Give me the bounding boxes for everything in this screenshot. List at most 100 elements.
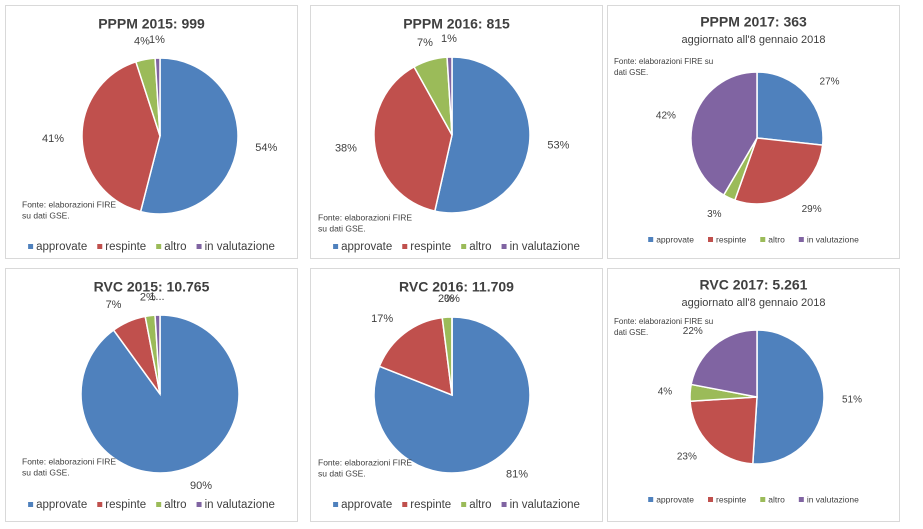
source-note: Fonte: elaborazioni FIRE	[318, 212, 412, 222]
legend-label: respinte	[410, 499, 451, 511]
data-label: 29%	[802, 204, 822, 215]
legend: approvate respinte altro in valutazione	[333, 499, 580, 511]
legend-label: in valutazione	[510, 241, 580, 253]
legend-marker	[760, 497, 766, 502]
chart-title: RVC 2016: 11.709	[399, 279, 514, 295]
legend-label: approvate	[656, 234, 694, 244]
legend: approvate respinte altro in valutazione	[648, 494, 859, 504]
chart-panel: RVC 2017: 5.261 aggiornato all'8 gennaio …	[607, 268, 900, 522]
source-note: su dati GSE.	[318, 468, 366, 478]
legend: approvate respinte altro in valutazione	[28, 499, 275, 511]
legend-label: approvate	[36, 241, 87, 253]
source-note: Fonte: elaborazioni FIRE su	[614, 57, 713, 66]
pie-slice	[373, 65, 453, 212]
data-label: 4%	[658, 386, 673, 397]
pie-slice	[378, 316, 453, 397]
legend-label: approvate	[656, 494, 694, 504]
pie-slice	[81, 60, 161, 213]
data-label: 38%	[335, 143, 357, 155]
legend-marker	[461, 244, 467, 249]
legend-label: altro	[768, 494, 785, 504]
legend-marker	[156, 244, 162, 249]
legend-label: altro	[164, 241, 186, 253]
data-label: 81%	[506, 468, 528, 480]
pie-slice	[154, 314, 161, 395]
chart-panel: PPPM 2017: 363 aggiornato all'8 gennaio 2…	[607, 5, 900, 259]
legend-label: altro	[469, 241, 491, 253]
legend-marker	[461, 502, 467, 507]
source-note: Fonte: elaborazioni FIRE	[22, 456, 116, 466]
source-note: Fonte: elaborazioni FIRE	[318, 457, 412, 467]
chart-title: RVC 2017: 5.261	[700, 277, 808, 293]
legend-label: approvate	[36, 499, 87, 511]
legend-marker	[28, 244, 34, 249]
legend: approvate respinte altro in valutazione	[333, 241, 580, 253]
chart-panel: RVC 2015: 10.765 90% 7% 2%1... Fonte: elabor…	[5, 268, 298, 522]
chart-title: PPPM 2015: 999	[98, 16, 205, 32]
data-label: 53%	[547, 140, 569, 152]
chart-panel: PPPM 2016: 815 53% 38% 7% 1% Fonte: elaborazi…	[310, 5, 603, 259]
legend-marker	[501, 502, 507, 507]
legend-label: in valutazione	[807, 494, 859, 504]
source-note: Fonte: elaborazioni FIRE	[22, 199, 116, 209]
pie-slice	[756, 71, 824, 146]
legend-marker	[97, 502, 103, 507]
pie-slice	[690, 71, 758, 197]
data-label: 7%	[417, 37, 433, 49]
legend-label: approvate	[341, 499, 392, 511]
data-label: 42%	[656, 111, 676, 122]
legend-label: altro	[469, 499, 491, 511]
legend-marker	[798, 497, 804, 502]
data-label: 1%	[441, 33, 457, 45]
data-label: 1%	[149, 34, 165, 46]
pie-slice	[154, 57, 161, 137]
source-note: su dati GSE.	[22, 467, 70, 477]
legend-marker	[648, 237, 654, 242]
data-label: 54%	[255, 142, 277, 154]
legend-marker	[28, 502, 34, 507]
source-note: su dati GSE.	[318, 223, 366, 233]
legend-marker	[402, 244, 408, 249]
data-label: 2%	[140, 292, 156, 304]
legend: approvate respinte altro in valutazione	[648, 234, 859, 244]
legend-label: in valutazione	[205, 241, 275, 253]
legend-label: respinte	[716, 234, 747, 244]
legend-label: altro	[164, 499, 186, 511]
pie-slice	[446, 56, 453, 136]
legend-label: in valutazione	[510, 499, 580, 511]
legend-label: in valutazione	[205, 499, 275, 511]
source-note: dati GSE.	[614, 68, 648, 77]
legend-label: respinte	[105, 499, 146, 511]
legend-label: in valutazione	[807, 234, 859, 244]
source-note: Fonte: elaborazioni FIRE su	[614, 317, 713, 326]
legend-marker	[708, 237, 714, 242]
chart-subtitle: aggiornato all'8 gennaio 2018	[682, 34, 826, 46]
data-label: 27%	[820, 77, 840, 88]
data-label: 22%	[683, 326, 703, 337]
chart-panel: RVC 2016: 11.709 81% 17% 2%0% Fonte: elabora…	[310, 268, 603, 522]
data-label: 41%	[42, 133, 64, 145]
pie-slice	[690, 329, 758, 398]
legend-marker	[196, 244, 202, 249]
chart-title: PPPM 2017: 363	[700, 14, 807, 30]
data-label: 90%	[190, 480, 212, 492]
legend-marker	[333, 244, 339, 249]
pie-slice	[139, 57, 239, 215]
legend-label: respinte	[105, 241, 146, 253]
data-label: 7%	[106, 299, 122, 311]
legend-marker	[156, 502, 162, 507]
legend-marker	[798, 237, 804, 242]
data-label: 0%	[444, 293, 460, 305]
chart-subtitle: aggiornato all'8 gennaio 2018	[682, 297, 826, 309]
legend-marker	[333, 502, 339, 507]
pie-slice	[751, 329, 825, 465]
pie-slice	[373, 316, 531, 474]
source-note: su dati GSE.	[22, 210, 70, 220]
legend-marker	[501, 244, 507, 249]
legend-label: respinte	[410, 241, 451, 253]
legend-label: respinte	[716, 494, 747, 504]
data-label: 1...	[149, 291, 164, 303]
legend-marker	[196, 502, 202, 507]
